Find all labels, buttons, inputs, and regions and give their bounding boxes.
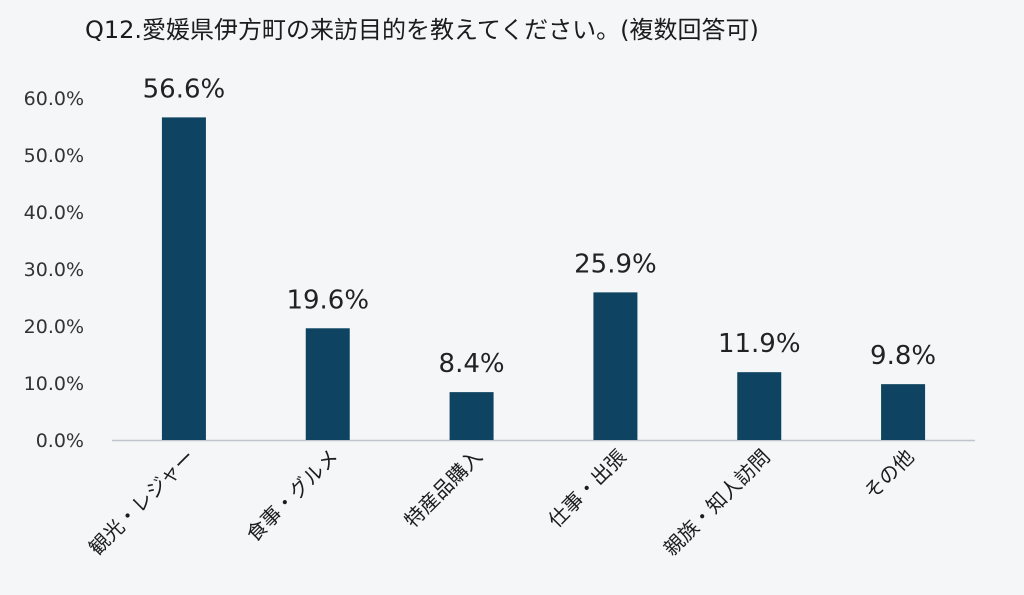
y-tick-label: 30.0% — [24, 259, 84, 281]
data-label: 8.4% — [439, 349, 505, 379]
bar — [449, 392, 494, 440]
y-tick-label: 50.0% — [24, 145, 84, 167]
x-tick-label: 食事・グルメ — [241, 445, 343, 547]
chart-title: Q12.愛媛県伊方町の来訪目的を教えてください。(複数回答可) — [85, 16, 759, 44]
y-tick-label: 60.0% — [24, 88, 84, 110]
data-label: 11.9% — [718, 329, 801, 359]
data-label: 56.6% — [143, 74, 226, 104]
y-tick-label: 20.0% — [24, 316, 84, 338]
y-tick-label: 0.0% — [36, 430, 84, 452]
bar — [305, 328, 350, 440]
y-axis-ticks: 0.0% 10.0% 20.0% 30.0% 40.0% 50.0% 60.0% — [24, 88, 84, 452]
bar — [881, 384, 926, 440]
y-tick-label: 10.0% — [24, 373, 84, 395]
x-tick-label: 観光・レジャー — [84, 445, 199, 560]
x-tick-label: その他 — [859, 445, 918, 504]
bar — [161, 117, 206, 440]
x-axis-ticks: 観光・レジャー 食事・グルメ 特産品購入 仕事・出張 親族・知人訪問 その他 — [84, 445, 918, 561]
x-tick-label: 特産品購入 — [399, 445, 487, 533]
data-labels: 56.6% 19.6% 8.4% 25.9% 11.9% 9.8% — [143, 74, 937, 379]
data-label: 19.6% — [286, 285, 369, 315]
y-tick-label: 40.0% — [24, 202, 84, 224]
bar — [737, 372, 782, 440]
bars — [161, 117, 926, 440]
data-label: 9.8% — [870, 341, 936, 371]
x-tick-label: 仕事・出張 — [543, 445, 631, 533]
bar — [593, 292, 638, 440]
data-label: 25.9% — [574, 249, 657, 279]
x-tick-label: 親族・知人訪問 — [659, 445, 775, 561]
